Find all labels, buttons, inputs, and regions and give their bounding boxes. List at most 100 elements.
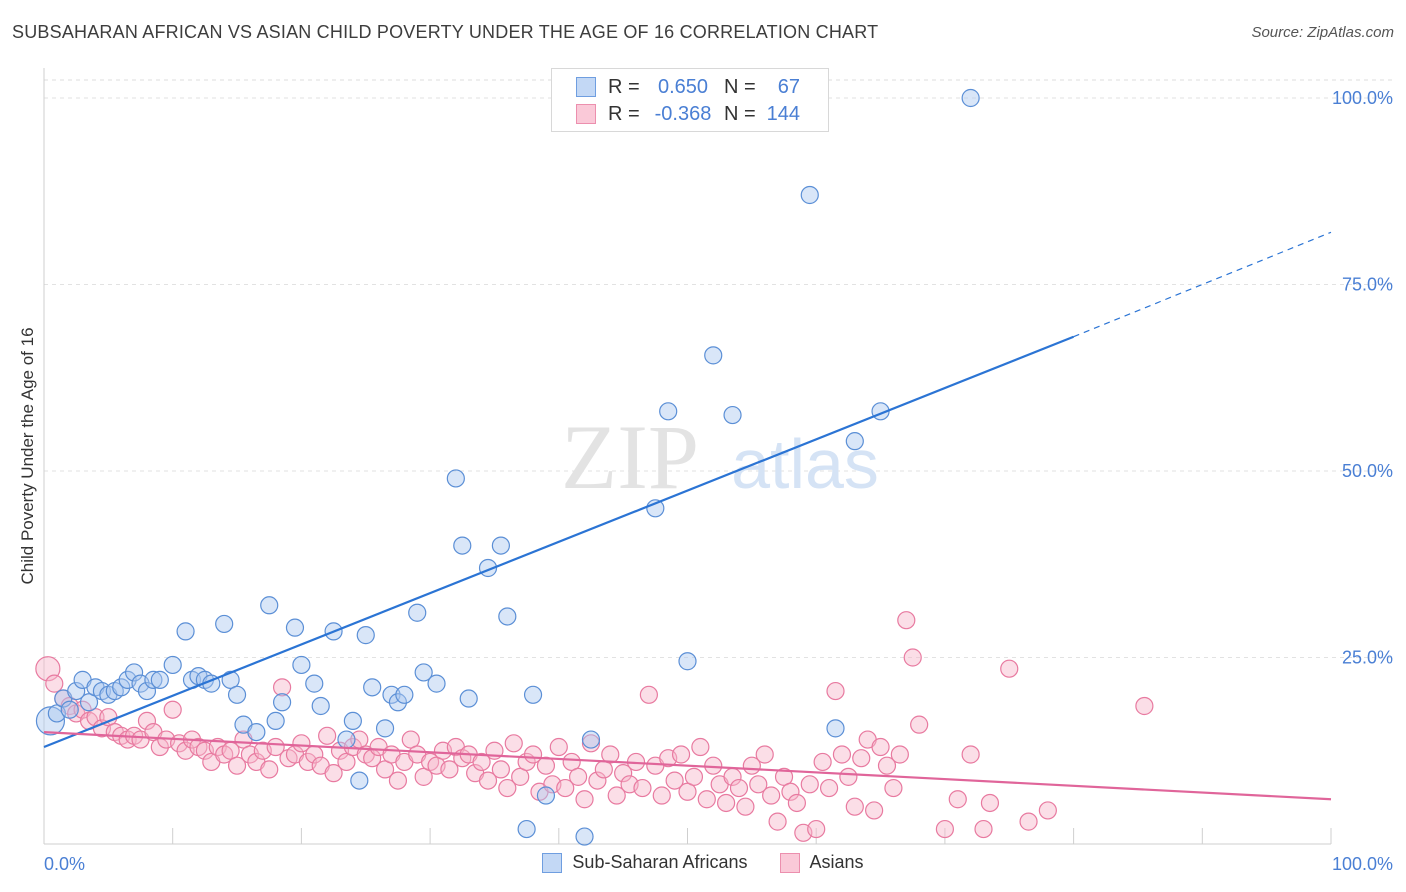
asians-point xyxy=(903,648,922,667)
sub-saharan-point xyxy=(67,681,86,701)
sub-saharan-point xyxy=(446,469,465,488)
sub-saharan-point xyxy=(517,819,536,839)
sub-saharan-point xyxy=(150,670,169,689)
asians-point xyxy=(935,819,955,839)
sub-saharan-point xyxy=(305,674,324,693)
asians-point xyxy=(865,801,884,820)
asians-point xyxy=(807,819,826,839)
asians-point xyxy=(536,756,556,775)
y-tick-label: 25.0% xyxy=(1342,648,1393,668)
sub-saharan-point xyxy=(581,730,601,749)
asians-point xyxy=(897,611,916,630)
sub-saharan-point xyxy=(375,719,395,738)
asians-point xyxy=(440,760,459,779)
legend-n-value: 67 xyxy=(777,75,800,98)
legend-n-label: N = xyxy=(724,102,756,125)
legend-row-pink: R = -0.368 N = 144 xyxy=(576,100,800,128)
sub-saharan-point xyxy=(35,706,66,736)
asians-point xyxy=(588,771,607,790)
asians-point xyxy=(819,778,839,798)
asians-point xyxy=(318,726,337,745)
asians-point xyxy=(884,778,903,798)
asians-point xyxy=(491,760,510,779)
asians-point xyxy=(839,767,858,786)
asians-point xyxy=(324,764,343,783)
asians-point xyxy=(736,797,755,816)
x-tick-label: 0.0% xyxy=(44,854,85,874)
sub-saharan-point xyxy=(227,685,247,704)
legend-n-label: N = xyxy=(724,75,756,98)
asians-point xyxy=(845,797,864,816)
sub-saharan-point xyxy=(427,674,446,693)
asians-point xyxy=(556,778,575,798)
sub-saharan-point xyxy=(343,711,362,731)
asians-point xyxy=(575,790,594,809)
y-tick-label: 75.0% xyxy=(1342,275,1393,295)
asians-point xyxy=(292,734,311,753)
asians-point xyxy=(1038,801,1057,820)
asians-point xyxy=(832,745,852,764)
grid-lines xyxy=(44,79,1393,658)
sub-saharan-point xyxy=(491,536,510,555)
sub-saharan-point xyxy=(292,655,311,675)
sub-saharan-point xyxy=(453,536,472,555)
asians-point xyxy=(478,771,498,790)
asians-point xyxy=(633,778,652,798)
sub-saharan-point xyxy=(704,346,723,365)
sub-saharan-point xyxy=(826,719,845,738)
sub-saharan-point xyxy=(163,655,182,675)
asians-point xyxy=(877,756,897,775)
sub-saharan-point xyxy=(536,786,556,805)
asians-point xyxy=(1019,812,1038,831)
sub-saharan-point xyxy=(137,681,157,701)
sub-saharan-point xyxy=(272,693,292,712)
asians-point xyxy=(549,737,568,757)
trend-lines xyxy=(43,231,1332,801)
asians-point xyxy=(671,745,691,764)
sub-saharan-point xyxy=(266,711,285,731)
asians-point xyxy=(980,793,1000,813)
asians-point xyxy=(961,745,980,764)
sub-saharan-point xyxy=(144,670,163,689)
legend-swatch-blue xyxy=(576,77,596,97)
sub-saharan-point xyxy=(337,730,356,749)
sub-saharan-point xyxy=(124,663,144,682)
asians-point xyxy=(852,749,871,768)
asians-point xyxy=(974,819,993,839)
sub-saharan-point xyxy=(382,685,401,704)
asians-point xyxy=(762,786,781,805)
asians-point xyxy=(787,793,806,813)
sub-saharan-trend-line xyxy=(43,335,1075,749)
sub-saharan-point xyxy=(395,685,414,704)
sub-saharan-point xyxy=(350,771,369,790)
y-tick-label: 50.0% xyxy=(1342,461,1393,481)
asians-point xyxy=(768,812,787,831)
asians-point xyxy=(697,790,716,809)
sub-saharan-point xyxy=(112,678,131,697)
asians-point xyxy=(266,737,285,757)
sub-saharan-point xyxy=(388,693,408,712)
asians-point xyxy=(652,786,671,805)
legend-item-sub-saharan[interactable]: Sub-Saharan Africans xyxy=(542,852,748,873)
sub-saharan-point xyxy=(60,700,79,719)
sub-saharan-point xyxy=(459,689,478,708)
asians-point xyxy=(910,715,929,734)
asians-point xyxy=(137,711,157,731)
sub-saharan-trend-extension xyxy=(1073,231,1332,338)
asians-point xyxy=(614,764,633,783)
legend-r-label: R = xyxy=(608,102,640,125)
asians-point xyxy=(45,674,64,693)
y-tick-label: 100.0% xyxy=(1332,88,1393,108)
legend-swatch-pink xyxy=(779,852,800,873)
sub-saharan-point xyxy=(498,607,517,626)
sub-saharan-point xyxy=(215,614,234,634)
legend-swatch-pink xyxy=(576,104,596,124)
axes xyxy=(43,68,1332,845)
sub-saharan-point xyxy=(575,827,594,846)
asians-point xyxy=(755,745,774,764)
asians-point xyxy=(1135,696,1154,716)
asians-point xyxy=(890,745,909,764)
asians-point xyxy=(665,771,684,790)
legend-r-value: -0.368 xyxy=(654,102,712,125)
legend-item-asians[interactable]: Asians xyxy=(779,852,864,873)
